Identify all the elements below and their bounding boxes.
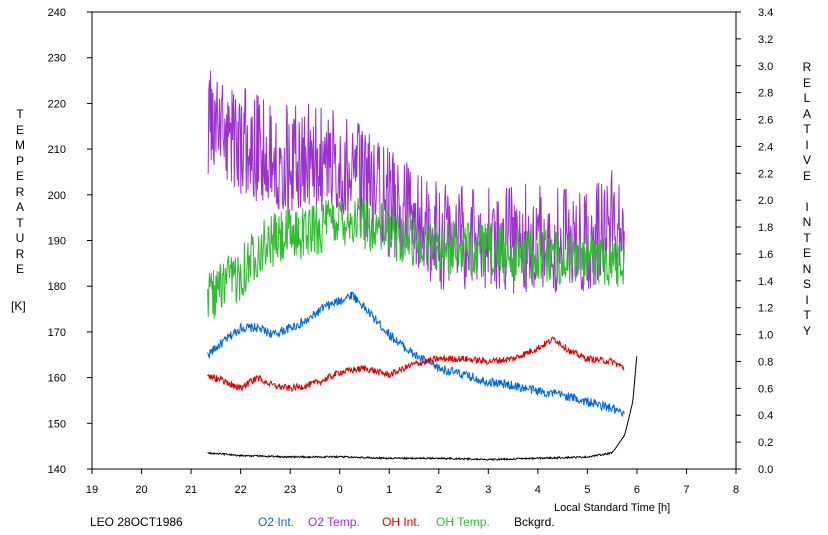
axis-label-letter: R: [15, 246, 25, 261]
right-y-tick-label: 0.6: [758, 383, 773, 395]
right-y-tick-label: 1.2: [758, 303, 773, 315]
x-tick-label: 7: [683, 484, 689, 496]
axis-label-letter: I: [805, 292, 809, 307]
right-y-tick-label: 0.8: [758, 356, 773, 368]
axis-label-letter: E: [802, 246, 811, 260]
x-tick-label: 5: [584, 484, 590, 496]
axis-label-letter: S: [802, 277, 811, 291]
right-y-tick-label: 0.0: [758, 464, 773, 476]
series-line-oh-temp: [207, 197, 625, 319]
axis-label-letter: I: [805, 199, 809, 214]
axis-label-letter: M: [15, 138, 25, 152]
axis-label-letter: I: [805, 137, 809, 152]
axis-label-letter: L: [803, 91, 811, 105]
axis-label-letter: T: [803, 230, 811, 245]
left-y-tick-label: 170: [48, 327, 66, 339]
axis-label-letter: N: [802, 215, 812, 229]
axis-label-letter: V: [802, 153, 811, 167]
right-y-tick-label: 1.4: [758, 276, 773, 288]
axis-label-letter: N: [802, 261, 812, 276]
axis-label-letter: T: [16, 107, 24, 121]
x-axis: 19 20 21 22 23 0 1 2 3 4 5 6 7 8: [86, 469, 739, 496]
axis-label-letter: E: [802, 168, 811, 183]
axis-label-letter: U: [15, 231, 25, 245]
axis-label-letter: E: [15, 262, 24, 276]
axis-label-letter: R: [802, 60, 812, 74]
right-y-tick-label: 3.0: [758, 61, 773, 73]
legend-o2-temp: O2 Temp.: [308, 515, 360, 529]
left-y-tick-label: 220: [48, 98, 66, 110]
x-tick-label: 8: [733, 484, 739, 496]
right-y-tick-label: 2.2: [758, 168, 773, 180]
left-y-tick-label: 140: [48, 464, 66, 476]
axis-label-letter: T: [803, 308, 811, 322]
series-line-oh-int: [207, 336, 625, 393]
axis-label-letter: E: [802, 75, 811, 90]
left-y-tick-label: 180: [48, 281, 66, 293]
legend-oh-temp: OH Temp.: [436, 515, 490, 529]
x-tick-label: 6: [634, 484, 640, 496]
right-y-tick-label: 2.0: [758, 195, 773, 207]
axis-label-letter: E: [15, 169, 24, 183]
right-y-tick-label: 3.2: [758, 34, 773, 46]
x-tick-label: 22: [234, 484, 246, 496]
right-y-tick-label: 1.6: [758, 249, 773, 261]
x-tick-label: 3: [485, 484, 491, 496]
axis-label-letter: R: [15, 184, 25, 199]
left-y-axis: 140 150 160 170 180 190 200 210 220 230 240: [48, 7, 92, 476]
left-axis-unit: [K]: [11, 299, 26, 313]
legend-oh-int: OH Int.: [382, 515, 421, 529]
x-tick-label: 20: [135, 484, 147, 496]
axis-label-letter: P: [15, 153, 24, 168]
legend-bckgrd: Bckgrd.: [514, 515, 555, 529]
x-tick-label: 23: [284, 484, 296, 496]
right-y-tick-label: 0.2: [758, 437, 773, 449]
right-y-tick-label: 1.0: [758, 330, 773, 342]
left-y-tick-label: 210: [48, 144, 66, 156]
x-tick-label: 4: [535, 484, 541, 496]
axis-label-letter: E: [15, 122, 24, 137]
right-y-tick-label: 3.4: [758, 7, 773, 19]
left-y-tick-label: 150: [48, 418, 66, 430]
legend-o2-int: O2 Int.: [258, 515, 295, 529]
axis-label-letter: Y: [802, 323, 811, 338]
axis-label-letter: T: [803, 122, 811, 136]
right-y-tick-label: 0.4: [758, 410, 773, 422]
left-y-tick-label: 190: [48, 236, 66, 248]
x-axis-label: Local Standard Time [h]: [554, 502, 670, 514]
series-layer: [207, 70, 638, 462]
axis-label-letter: T: [16, 215, 24, 230]
dataset-label: LEO 28OCT1986: [90, 515, 183, 529]
left-y-tick-label: 160: [48, 373, 66, 385]
x-tick-label: 19: [86, 484, 98, 496]
series-line-o2-int: [207, 291, 625, 418]
left-y-tick-label: 230: [48, 53, 66, 65]
right-y-axis: 0.0 0.2 0.4 0.6 0.8 1.0 1.2 1.4 1.6 1.8 2.0 2.2 2.4 2…: [736, 7, 773, 476]
x-tick-label: 1: [386, 484, 392, 496]
x-tick-label: 21: [185, 484, 197, 496]
x-tick-label: 2: [436, 484, 442, 496]
left-y-tick-label: 200: [48, 190, 66, 202]
right-y-tick-label: 2.4: [758, 141, 773, 153]
right-y-tick-label: 2.8: [758, 88, 773, 100]
axis-label-letter: A: [15, 200, 24, 214]
right-y-tick-label: 2.6: [758, 115, 773, 127]
x-tick-label: 0: [337, 484, 343, 496]
right-y-tick-label: 1.8: [758, 222, 773, 234]
series-line-bckgrd: [207, 356, 638, 462]
axis-label-letter: A: [802, 106, 811, 121]
axis-label-letter: [799, 184, 815, 200]
left-y-tick-label: 240: [48, 7, 66, 19]
